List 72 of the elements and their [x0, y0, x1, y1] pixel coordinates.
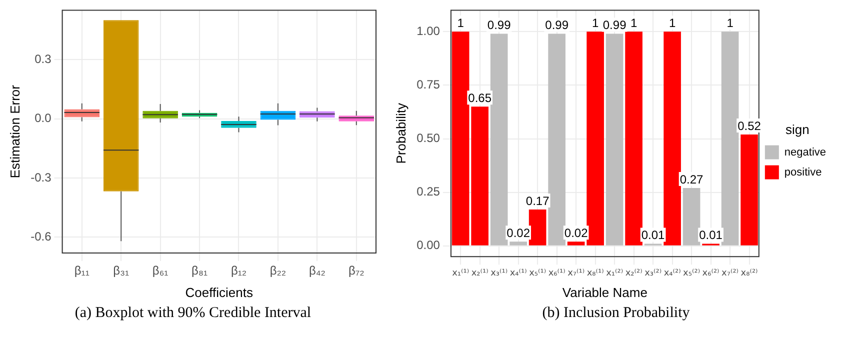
x-tick-label: β₁₁	[74, 264, 90, 278]
x-tick-label: x₈⁽¹⁾	[586, 268, 604, 278]
legend-label: negative	[784, 146, 826, 158]
x-tick-label: x₄⁽¹⁾	[510, 268, 527, 278]
x-tick-label: x₁⁽²⁾	[606, 268, 624, 278]
y-tick-label: 0.75	[416, 78, 440, 92]
x-tick-label: x₅⁽²⁾	[683, 268, 700, 278]
data-label: 0.99	[487, 18, 512, 32]
x-tick-label: β₇₂	[348, 264, 365, 278]
bar	[682, 188, 700, 246]
bar	[664, 32, 681, 246]
x-tick-label: x₂⁽¹⁾	[471, 268, 488, 278]
x-axis-title: Variable Name	[562, 284, 648, 300]
bar	[567, 242, 585, 246]
bar	[528, 209, 546, 246]
legend-label: positive	[784, 166, 822, 178]
data-label: 1	[630, 16, 638, 30]
data-label: 0.02	[564, 226, 588, 240]
data-label: 1	[726, 16, 734, 30]
data-label: 0.65	[468, 90, 492, 105]
x-tick-label: β₁₂	[230, 264, 247, 278]
bar	[606, 34, 624, 246]
bar	[586, 32, 604, 246]
x-tick-label: x₇⁽¹⁾	[568, 268, 585, 278]
x-tick-label: x₆⁽¹⁾	[548, 268, 566, 278]
data-label: 1	[592, 16, 599, 30]
x-tick-label: x₂⁽²⁾	[625, 268, 642, 278]
data-label: 0.27	[680, 172, 704, 186]
x-tick-label: x₈⁽²⁾	[740, 268, 758, 278]
bar	[471, 106, 488, 246]
bar	[548, 34, 566, 246]
text: (b) Inclusion Probability	[541, 305, 691, 322]
y-tick-label: -0.3	[30, 170, 52, 184]
x-tick-label: x₄⁽²⁾	[664, 268, 681, 278]
x-tick-label: β₂₂	[270, 264, 286, 278]
y-tick-label: 0.0	[34, 111, 52, 126]
x-tick-label: x₆⁽²⁾	[702, 268, 720, 278]
data-label: 0.99	[545, 18, 569, 32]
data-label: 0.02	[506, 226, 530, 240]
y-tick-label: 1.00	[416, 24, 440, 38]
x-tick-label: β₄₂	[308, 264, 326, 278]
data-label: 1	[457, 16, 464, 30]
data-label: 0.01	[699, 228, 723, 242]
bar	[740, 134, 758, 246]
x-axis-title: Coefficients	[185, 284, 254, 300]
y-tick-label: 0.50	[416, 131, 440, 146]
legend-title: sign	[786, 122, 810, 137]
x-tick-label: x₁⁽¹⁾	[452, 268, 470, 278]
y-tick-label: 0.3	[34, 52, 52, 66]
bar	[510, 242, 527, 246]
bar	[721, 32, 739, 246]
x-tick-label: β₆₁	[152, 264, 168, 278]
data-label: 1	[668, 16, 676, 30]
y-axis-title: Estimation Error	[7, 84, 22, 178]
y-tick-label: -0.6	[30, 230, 52, 244]
x-tick-label: x₇⁽²⁾	[722, 268, 739, 278]
x-tick-label: x₃⁽¹⁾	[490, 268, 508, 278]
bar	[452, 32, 470, 246]
x-tick-label: β₈₁	[192, 264, 208, 278]
bar	[625, 32, 642, 246]
bar	[490, 34, 508, 246]
text: (a) Boxplot with 90% Credible Interval	[74, 305, 312, 322]
y-tick-label: 0.25	[416, 184, 440, 199]
data-label: 0.17	[526, 194, 550, 208]
x-tick-label: x₃⁽²⁾	[644, 268, 662, 278]
data-label: 0.99	[602, 18, 627, 32]
x-tick-label: x₅⁽¹⁾	[529, 268, 546, 278]
x-tick-label: β₃₁	[113, 264, 130, 278]
data-label: 0.52	[738, 118, 762, 133]
y-tick-label: 0.00	[416, 238, 440, 252]
y-axis-title: Probability	[393, 102, 408, 164]
data-label: 0.01	[641, 228, 666, 242]
